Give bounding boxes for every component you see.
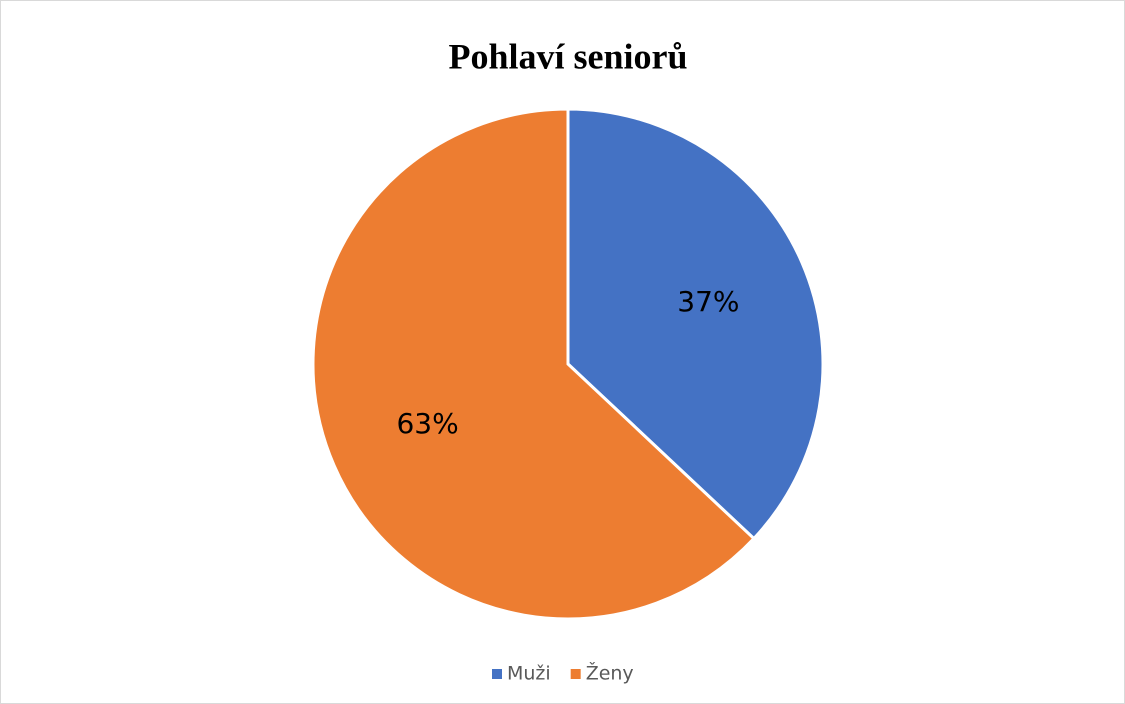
data-label: 37%	[677, 285, 739, 318]
pie-slice	[566, 107, 825, 541]
legend-swatch	[492, 669, 502, 679]
data-label: 63%	[396, 407, 458, 440]
chart-title: Pohlaví seniorů	[448, 36, 687, 76]
legend-label: Ženy	[586, 662, 634, 685]
legend-swatch	[570, 669, 581, 679]
legend-label: Muži	[507, 663, 551, 685]
pie-slice	[311, 107, 757, 621]
